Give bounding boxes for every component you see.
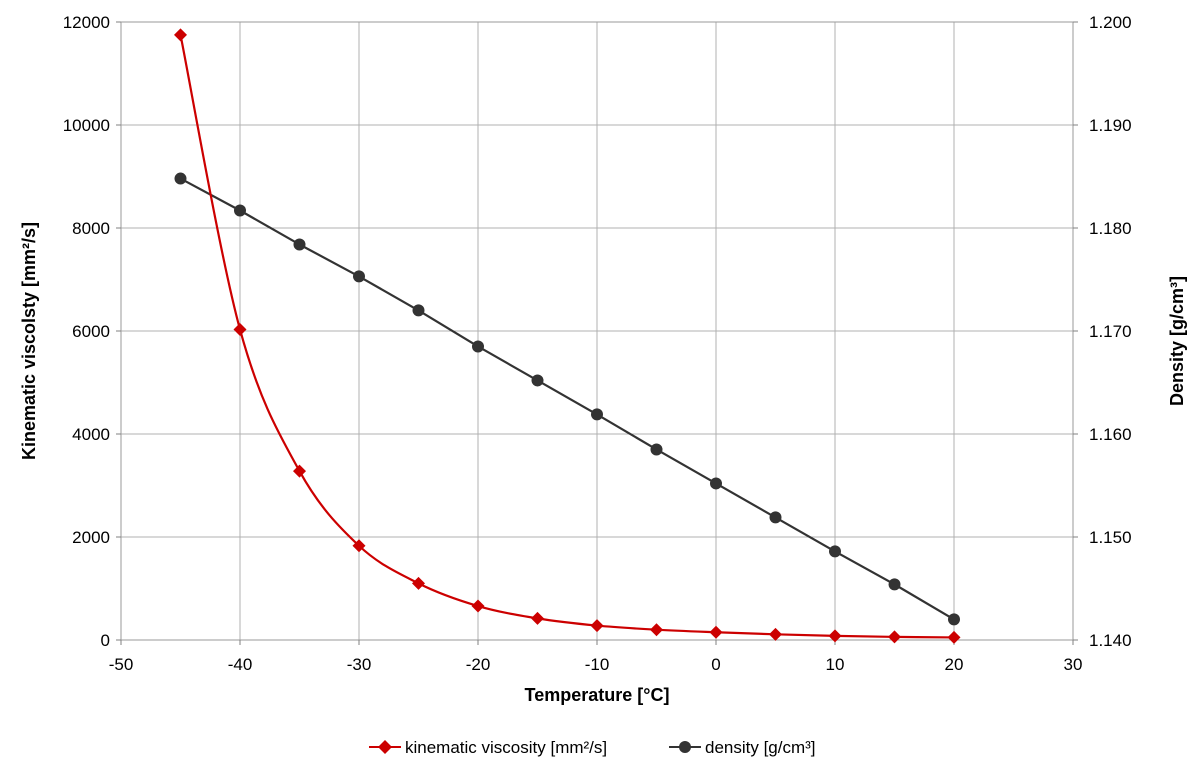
y-right-tick-label: 1.140 [1089,631,1132,650]
x-tick-label: 30 [1064,655,1083,674]
x-tick-label: -10 [585,655,610,674]
density-point [412,304,425,317]
density-point [472,340,484,353]
x-axis-title: Temperature [°C] [525,685,670,705]
y-right-tick-labels: 1.140 1.150 1.160 1.170 1.180 1.190 1.200 [1073,13,1132,650]
y-right-tick-label: 1.190 [1089,116,1132,135]
viscosity-point [709,625,723,639]
viscosity-point [531,611,544,625]
density-point [948,613,960,626]
legend: kinematic viscosity [mm²/s] density [g/c… [369,738,816,757]
y-left-tick-label: 4000 [72,425,110,444]
viscosity-point [293,464,306,478]
y-right-tick-label: 1.200 [1089,13,1132,32]
y-right-tick-label: 1.170 [1089,322,1132,341]
legend-density-label: density [g/cm³] [705,738,816,757]
y-left-tick-label: 0 [101,631,110,650]
density-point [829,545,841,558]
viscosity-point [947,630,961,644]
viscosity-point [412,576,425,590]
viscosity-point [650,623,663,637]
y-left-tick-label: 2000 [72,528,110,547]
x-tick-label: -40 [228,655,253,674]
x-tick-label: -50 [109,655,134,674]
y-left-tick-label: 8000 [72,219,110,238]
viscosity-point [352,539,366,553]
density-point [591,408,603,421]
data-series [174,28,961,644]
y-left-axis-title: Kinematic viscolsty [mm²/s] [19,222,39,460]
viscosity-line [179,34,955,639]
y-right-tick-label: 1.160 [1089,425,1132,444]
legend-item-viscosity: kinematic viscosity [mm²/s] [369,738,607,757]
grid-lines [120,21,1074,641]
x-tick-label: -20 [466,655,491,674]
density-point [531,374,544,387]
density-point [353,270,365,283]
viscosity-point [233,322,247,336]
legend-item-density: density [g/cm³] [669,738,816,757]
y-right-tick-label: 1.150 [1089,528,1132,547]
y-left-tick-label: 12000 [63,13,110,32]
y-left-tick-label: 10000 [63,116,110,135]
y-left-tick-label: 6000 [72,322,110,341]
viscosity-point [590,619,604,633]
legend-viscosity-label: kinematic viscosity [mm²/s] [405,738,607,757]
y-right-tick-label: 1.180 [1089,219,1132,238]
viscosity-point [888,630,901,644]
density-point [769,511,782,524]
x-tick-label: 0 [711,655,720,674]
y-right-axis-title: Density [g/cm³] [1167,276,1187,406]
density-point [293,238,306,251]
density-point [650,443,663,456]
viscosity-point [769,627,782,641]
density-line [179,177,955,621]
x-tick-label: 20 [945,655,964,674]
legend-viscosity-marker [378,740,392,754]
x-tick-label: -30 [347,655,372,674]
x-tick-labels: -50 -40 -30 -20 -10 0 10 20 30 [109,640,1083,674]
viscosity-point [174,28,187,42]
density-point [174,172,187,185]
legend-density-marker [679,741,691,753]
density-point [710,477,722,490]
density-point [888,578,901,591]
x-tick-label: 10 [826,655,845,674]
density-point [234,204,246,217]
viscosity-point [828,629,842,643]
viscosity-point [471,599,485,613]
y-left-tick-labels: 0 2000 4000 6000 8000 10000 12000 [63,13,121,650]
